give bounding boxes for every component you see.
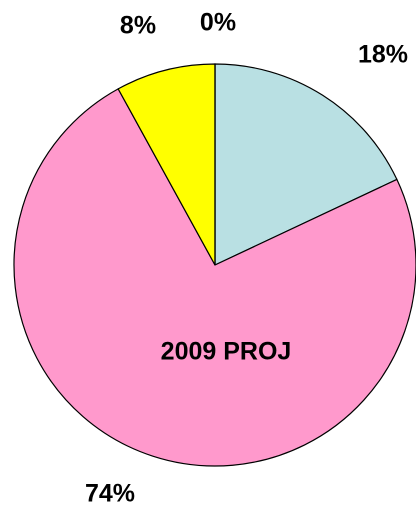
slice-label: 0%: [200, 9, 236, 37]
pie-slice: [13, 88, 416, 467]
slice-label: 74%: [85, 480, 135, 508]
pie-slice: [117, 63, 216, 266]
annotation: 2009 PROJ: [161, 338, 292, 366]
slice-label: 18%: [358, 41, 408, 69]
pie: [13, 63, 416, 467]
pie-slice: [214, 63, 398, 266]
slice-label: 8%: [120, 12, 156, 40]
